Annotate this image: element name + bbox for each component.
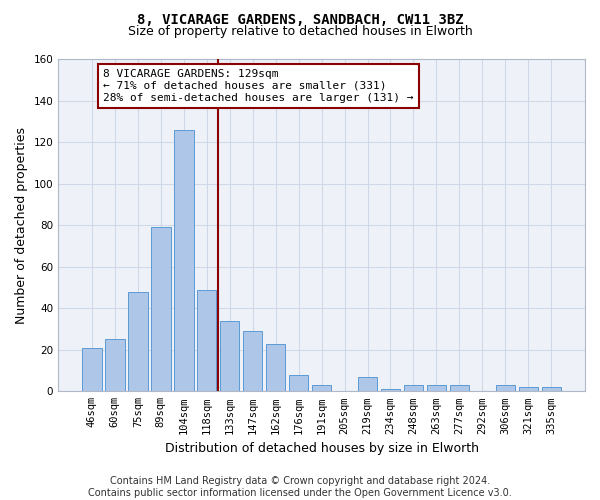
Bar [220,320,239,392]
Bar [427,385,446,392]
Bar [197,290,217,392]
Bar [266,344,286,392]
Bar [358,377,377,392]
Bar [449,385,469,392]
Text: 8, VICARAGE GARDENS, SANDBACH, CW11 3BZ: 8, VICARAGE GARDENS, SANDBACH, CW11 3BZ [137,12,463,26]
Bar [496,385,515,392]
Text: 8 VICARAGE GARDENS: 129sqm
← 71% of detached houses are smaller (331)
28% of sem: 8 VICARAGE GARDENS: 129sqm ← 71% of deta… [103,70,414,102]
Bar [151,227,170,392]
X-axis label: Distribution of detached houses by size in Elworth: Distribution of detached houses by size … [164,442,479,455]
Bar [289,374,308,392]
Bar [312,385,331,392]
Bar [404,385,423,392]
Text: Size of property relative to detached houses in Elworth: Size of property relative to detached ho… [128,25,472,38]
Bar [82,348,101,392]
Bar [105,340,125,392]
Bar [128,292,148,392]
Bar [243,331,262,392]
Bar [518,387,538,392]
Bar [381,389,400,392]
Text: Contains HM Land Registry data © Crown copyright and database right 2024.
Contai: Contains HM Land Registry data © Crown c… [88,476,512,498]
Bar [542,387,561,392]
Y-axis label: Number of detached properties: Number of detached properties [15,126,28,324]
Bar [174,130,194,392]
